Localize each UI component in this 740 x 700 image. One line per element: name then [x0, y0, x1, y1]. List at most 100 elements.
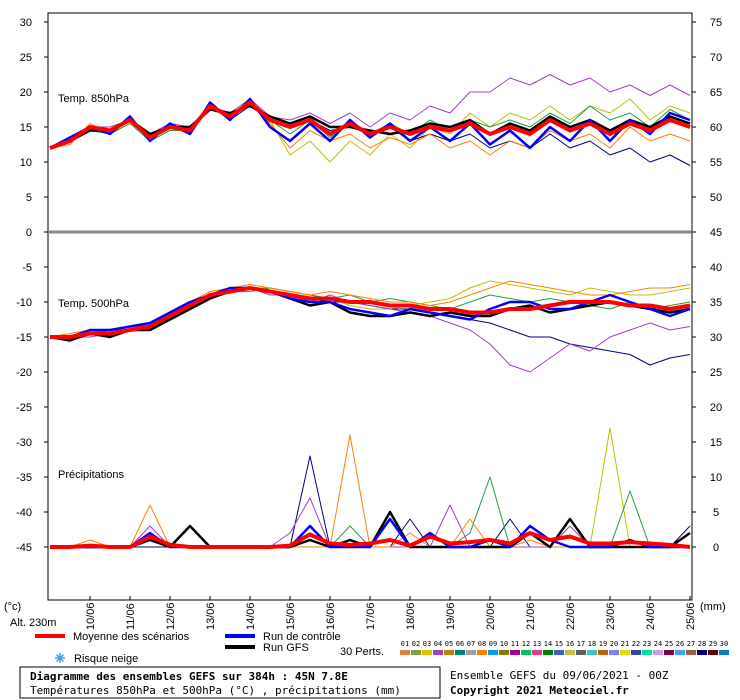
- x-tick-label: 17/06: [365, 602, 377, 630]
- perturbation-label: 10: [500, 640, 508, 648]
- y-tick-label: 10: [20, 157, 32, 169]
- perturbation-label: 14: [544, 640, 552, 648]
- x-tick-label: 11/06: [125, 603, 137, 630]
- x-tick-label: 18/06: [405, 602, 417, 630]
- y2-tick-label: 5: [713, 507, 719, 519]
- y2-tick-label: 60: [710, 122, 722, 134]
- series-line: [50, 286, 691, 339]
- perturbation-swatch: [510, 650, 520, 655]
- snow-icon: [55, 653, 65, 663]
- y2-tick-label: 30: [710, 332, 722, 344]
- panel-label: Précipitations: [58, 469, 125, 481]
- y-tick-label: -10: [16, 297, 32, 309]
- series-line: [49, 286, 691, 342]
- x-tick-label: 10/06: [85, 602, 97, 630]
- series-line: [50, 286, 691, 339]
- series-line: [49, 102, 691, 156]
- perturbation-label: 07: [467, 640, 475, 648]
- x-tick-label: 22/06: [565, 602, 577, 630]
- legend-label: Run GFS: [263, 642, 309, 654]
- x-tick-label: 16/06: [325, 602, 337, 630]
- footer-run: Ensemble GEFS du 09/06/2021 - 00Z: [450, 669, 669, 682]
- perturbation-swatch: [664, 650, 674, 655]
- x-tick-label: 24/06: [645, 602, 657, 630]
- perturbation-swatch: [653, 650, 663, 655]
- perturbation-swatch: [422, 650, 432, 655]
- y-tick-label: 5: [26, 192, 32, 204]
- y2-tick-label: 40: [710, 262, 722, 274]
- perturbation-label: 27: [687, 640, 695, 648]
- perturbation-label: 19: [599, 640, 607, 648]
- perturbation-label: 22: [632, 640, 640, 648]
- y2-tick-label: 20: [710, 402, 722, 414]
- legend-label: Moyenne des scénarios: [73, 631, 190, 643]
- perturbation-swatch: [587, 650, 597, 655]
- series-line: [49, 100, 691, 150]
- x-tick-label: 21/06: [525, 602, 537, 630]
- perturbation-label: 23: [643, 640, 651, 648]
- series-line: [50, 455, 691, 548]
- perturbation-swatch: [697, 650, 707, 655]
- y-unit: (°c): [4, 601, 21, 613]
- y2-tick-label: 50: [710, 192, 722, 204]
- perturbation-swatch: [477, 650, 487, 655]
- x-tick-label: 12/06: [165, 602, 177, 630]
- perturbation-swatch: [609, 650, 619, 655]
- perturbation-swatch: [543, 650, 553, 655]
- perturbation-label: 08: [478, 640, 486, 648]
- perturbation-swatch: [708, 650, 718, 655]
- footer-box: [19, 666, 441, 699]
- y-tick-label: 20: [20, 87, 32, 99]
- perturbation-swatch: [686, 650, 696, 655]
- perturbation-label: 16: [566, 640, 574, 648]
- perturbation-label: 11: [511, 640, 519, 648]
- perturbation-swatch: [444, 650, 454, 655]
- footer-copyright: Copyright 2021 Meteociel.fr: [450, 684, 629, 697]
- perturbation-label: 12: [522, 640, 530, 648]
- series-line: [50, 531, 691, 549]
- perturbation-swatch: [466, 650, 476, 655]
- x-tick-label: 25/06: [685, 602, 697, 630]
- x-tick-label: 19/06: [445, 602, 457, 630]
- perturbation-label: 29: [709, 640, 717, 648]
- perturbation-swatch: [598, 650, 608, 655]
- panel-label: Temp. 500hPa: [58, 298, 130, 310]
- perturbation-swatch: [532, 650, 542, 655]
- y2-tick-label: 55: [710, 157, 722, 169]
- y-tick-label: -45: [16, 542, 32, 554]
- perturbation-label: 17: [577, 640, 585, 648]
- perturbation-swatch: [554, 650, 564, 655]
- legend-label: Run de contrôle: [263, 631, 341, 643]
- series-line: [50, 427, 690, 548]
- snow-risk: Risque neige: [74, 653, 138, 665]
- perturbation-swatch: [400, 650, 410, 655]
- y-tick-label: -30: [16, 437, 32, 449]
- perturbation-label: 09: [489, 640, 497, 648]
- perturbation-label: 03: [423, 640, 431, 648]
- y-tick-label: 30: [20, 17, 32, 29]
- perturbation-swatch: [411, 650, 421, 655]
- y-tick-label: 15: [20, 122, 32, 134]
- perturbation-swatch: [576, 650, 586, 655]
- x-tick-label: 15/06: [285, 602, 297, 630]
- y2-tick-label: 0: [713, 542, 719, 554]
- perturbation-label: 13: [533, 640, 541, 648]
- y2-tick-label: 35: [710, 297, 722, 309]
- y-tick-label: 0: [26, 227, 32, 239]
- perturbation-swatch: [620, 650, 630, 655]
- y2-tick-label: 45: [710, 227, 722, 239]
- perturbation-swatch: [455, 650, 465, 655]
- footer-subtitle: Températures 850hPa et 500hPa (°C) , pré…: [30, 684, 401, 697]
- perturbation-label: 26: [676, 640, 684, 648]
- y2-tick-label: 10: [710, 472, 722, 484]
- y-tick-label: -25: [16, 402, 32, 414]
- altitude: Alt. 230m: [10, 617, 56, 629]
- series-line: [49, 104, 691, 150]
- perturbation-label: 20: [610, 640, 618, 648]
- perturbation-swatch: [631, 650, 641, 655]
- x-tick-label: 23/06: [605, 602, 617, 630]
- y2-unit: (mm): [700, 601, 726, 613]
- perturbation-label: 30: [720, 640, 728, 648]
